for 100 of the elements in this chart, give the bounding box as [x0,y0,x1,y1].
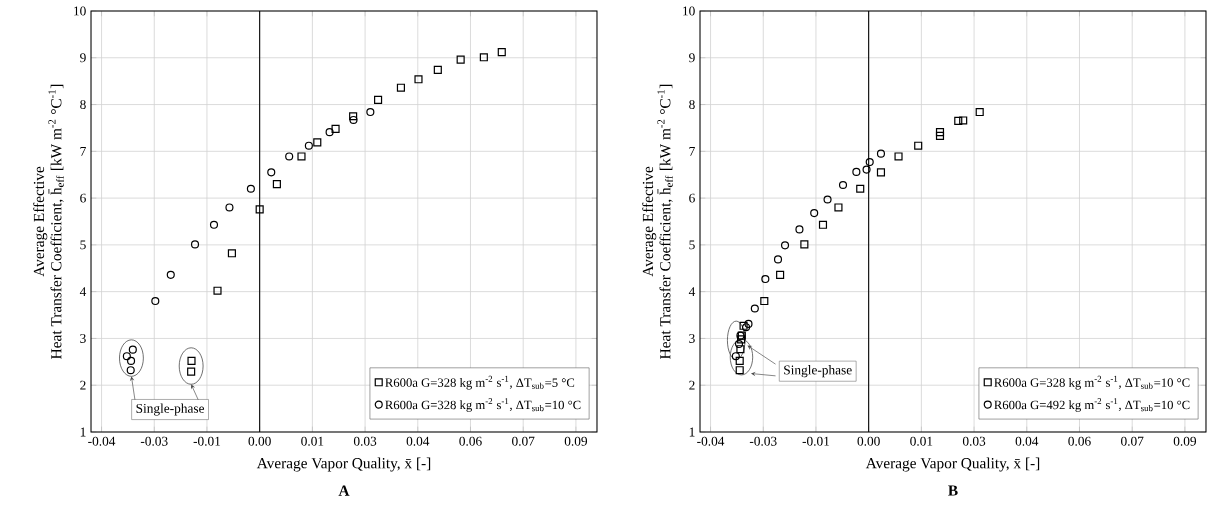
point [128,345,137,354]
point [761,274,770,284]
point [935,128,945,137]
point [374,95,383,104]
y-axis-title: Average Effective Heat Transfer Coefficient, h̄$_{eff}$ [kW m$^{-2}$ °C$^{-1}$] [642,84,673,359]
point [856,184,865,193]
point [349,115,358,125]
point [246,184,255,193]
point [414,75,423,84]
x-tick-label: -0.01 [802,436,830,446]
x-axis-title: Average Vapor Quality, x̄ [-] [256,457,431,472]
x-tick-label: 0.09 [564,436,588,446]
point [151,296,160,306]
point [818,220,828,229]
y-tick-label: 3 [80,333,86,343]
text: A [338,485,350,496]
y-tick-label: 8 [80,100,86,110]
point [736,345,745,354]
y-axis-title: Average Effective Heat Transfer Coefficient, h̄$_{eff}$ [kW m$^{-2}$ °C$^{-1}$] [33,84,64,359]
point [227,249,236,258]
point [209,220,219,229]
x-tick-label: 0.07 [512,436,535,446]
x-tick-label: 0.04 [1015,436,1039,446]
y-tick-label: 9 [689,53,695,63]
point [894,152,903,161]
y-tick-label: 3 [689,333,695,343]
y-tick-label: 2 [689,380,695,390]
x-tick-label: -0.01 [193,436,221,446]
point [285,152,294,161]
x-tick-label: -0.03 [140,436,168,446]
x-tick-label: 0.06 [459,436,482,446]
y-tick-label: 10 [74,6,86,16]
x-tick-label: 0.01 [910,436,933,446]
point [735,356,744,365]
y-tick-label: 1 [80,427,86,437]
x-tick-label: 0.03 [962,436,986,446]
point [731,352,740,361]
point [127,356,136,365]
y-tick-label: 4 [79,287,87,297]
x-tick-label: 0.06 [1068,436,1091,446]
x-tick-label: -0.04 [697,436,725,446]
point [876,149,886,158]
point [862,165,871,174]
y-tick-label: 1 [689,427,695,437]
y-tick-label: 7 [689,146,695,156]
point [297,152,306,161]
x-tick-label: -0.04 [88,436,116,446]
y-tick-label: 6 [689,193,695,203]
point [975,107,984,117]
point [744,319,753,328]
y-tick-label: 5 [689,240,695,250]
legend-label: R600a G=492 kg m$^{-2}$ s$^{-1}$, ΔT$_{sub}$=10 °C [994,398,1190,412]
y-tick-label: 10 [683,6,695,16]
point [267,168,276,177]
point [225,203,234,212]
x-tick-label: 0.04 [406,436,430,446]
x-tick-label: 0.07 [1121,436,1144,446]
point [735,366,744,375]
point [876,168,886,177]
point [187,356,196,365]
annotation: Single-phase [136,403,205,416]
point [954,116,963,125]
y-tick-label: 4 [688,287,696,297]
x-tick-label: 0.01 [301,436,324,446]
point [126,366,135,375]
point [255,205,264,214]
point [834,203,843,212]
y-tick-label: 8 [689,100,695,110]
point [272,180,281,189]
point [800,240,809,249]
point [396,83,405,92]
y-tick-label: 7 [80,146,86,156]
x-axis-title: Average Vapor Quality, x̄ [-] [865,457,1040,472]
point [366,107,375,117]
text: B [948,485,958,496]
point [190,240,200,249]
point [497,48,506,57]
point [959,116,968,125]
y-tick-label: 5 [80,240,86,250]
annotation: Single-phase [784,365,852,378]
point [750,304,759,313]
point [187,367,196,376]
point [865,158,874,167]
point [914,141,923,150]
x-tick-label: 0.00 [248,436,271,446]
point [773,255,783,264]
y-tick-label: 2 [80,380,86,390]
point [737,335,746,344]
point [166,270,175,279]
point [852,167,861,176]
point [760,296,769,306]
y-tick-label: 6 [80,193,86,203]
point [213,286,222,295]
point [776,270,785,279]
point [810,209,819,218]
point [838,180,848,190]
x-tick-label: 0.03 [353,436,377,446]
point [456,55,465,64]
point [349,112,358,121]
point [433,65,442,74]
